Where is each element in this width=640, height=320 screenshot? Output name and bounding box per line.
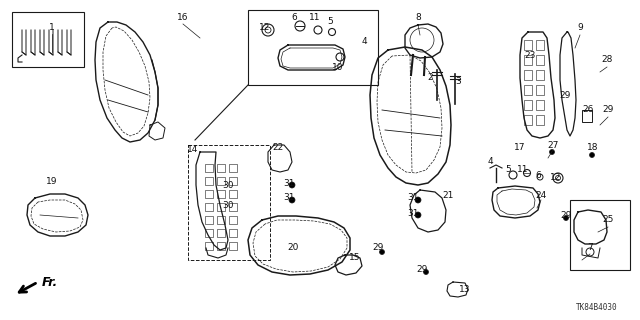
Text: 5: 5	[505, 165, 511, 174]
Bar	[229, 177, 237, 185]
Text: 12: 12	[550, 173, 562, 182]
Bar	[536, 85, 544, 95]
Bar	[217, 216, 225, 224]
FancyBboxPatch shape	[12, 12, 84, 67]
Text: 6: 6	[291, 13, 297, 22]
Bar	[524, 55, 532, 65]
Text: 11: 11	[309, 13, 321, 22]
Bar	[229, 216, 237, 224]
FancyBboxPatch shape	[188, 145, 270, 260]
Bar	[229, 190, 237, 198]
Text: 16: 16	[177, 13, 189, 22]
Circle shape	[589, 153, 595, 157]
Bar	[205, 190, 213, 198]
Circle shape	[424, 269, 429, 275]
Bar	[582, 110, 592, 122]
Bar	[217, 164, 225, 172]
Bar	[217, 177, 225, 185]
Text: 31: 31	[407, 194, 419, 203]
Bar	[524, 70, 532, 80]
Text: 31: 31	[407, 209, 419, 218]
Circle shape	[289, 197, 295, 203]
Bar	[229, 164, 237, 172]
Bar	[217, 242, 225, 250]
Circle shape	[380, 250, 385, 254]
Bar	[205, 229, 213, 237]
Bar	[536, 40, 544, 50]
Bar	[205, 203, 213, 211]
Bar	[217, 190, 225, 198]
Text: 4: 4	[361, 37, 367, 46]
Bar	[536, 70, 544, 80]
Text: 30: 30	[222, 180, 234, 189]
Text: 24: 24	[536, 190, 547, 199]
Circle shape	[415, 197, 421, 203]
Text: 29: 29	[559, 91, 571, 100]
Text: 7: 7	[587, 244, 593, 252]
Bar	[536, 55, 544, 65]
Text: 21: 21	[442, 190, 454, 199]
Text: 15: 15	[349, 253, 361, 262]
Text: 30: 30	[222, 201, 234, 210]
Text: 29: 29	[560, 211, 572, 220]
Text: 20: 20	[287, 244, 299, 252]
Circle shape	[289, 182, 295, 188]
Bar	[205, 164, 213, 172]
Text: 13: 13	[460, 285, 471, 294]
Text: 27: 27	[547, 140, 559, 149]
Text: 4: 4	[487, 157, 493, 166]
Text: 14: 14	[188, 146, 198, 155]
Text: 19: 19	[46, 178, 58, 187]
Text: 28: 28	[602, 55, 612, 65]
Bar	[536, 115, 544, 125]
Bar	[524, 40, 532, 50]
Text: 8: 8	[415, 13, 421, 22]
Text: 1: 1	[49, 23, 55, 33]
Text: 25: 25	[602, 215, 614, 225]
Bar	[217, 203, 225, 211]
Text: 9: 9	[577, 23, 583, 33]
Bar	[524, 100, 532, 110]
FancyBboxPatch shape	[570, 200, 630, 270]
Circle shape	[563, 215, 568, 220]
Text: Fr.: Fr.	[42, 276, 58, 290]
Text: 23: 23	[524, 51, 536, 60]
Text: 18: 18	[588, 143, 599, 153]
Text: TK84B4030: TK84B4030	[577, 303, 618, 312]
Text: 10: 10	[332, 63, 344, 73]
Text: 3: 3	[455, 77, 461, 86]
Circle shape	[550, 149, 554, 155]
Bar	[229, 203, 237, 211]
Bar	[229, 229, 237, 237]
Bar	[217, 229, 225, 237]
Bar	[524, 115, 532, 125]
Bar	[536, 100, 544, 110]
Bar	[229, 242, 237, 250]
Text: 2: 2	[427, 74, 433, 83]
Bar	[524, 85, 532, 95]
Circle shape	[415, 212, 421, 218]
Text: 29: 29	[602, 106, 614, 115]
Text: 29: 29	[372, 244, 384, 252]
Bar	[205, 242, 213, 250]
Text: 6: 6	[535, 171, 541, 180]
Text: 11: 11	[517, 165, 529, 174]
Text: 29: 29	[416, 266, 428, 275]
FancyBboxPatch shape	[248, 10, 378, 85]
Bar	[205, 216, 213, 224]
Bar	[205, 177, 213, 185]
Text: 12: 12	[259, 22, 271, 31]
Text: 26: 26	[582, 106, 594, 115]
Text: 17: 17	[515, 143, 525, 153]
Text: 5: 5	[327, 18, 333, 27]
Text: 22: 22	[273, 143, 284, 153]
Text: 31: 31	[284, 194, 295, 203]
Text: 31: 31	[284, 179, 295, 188]
